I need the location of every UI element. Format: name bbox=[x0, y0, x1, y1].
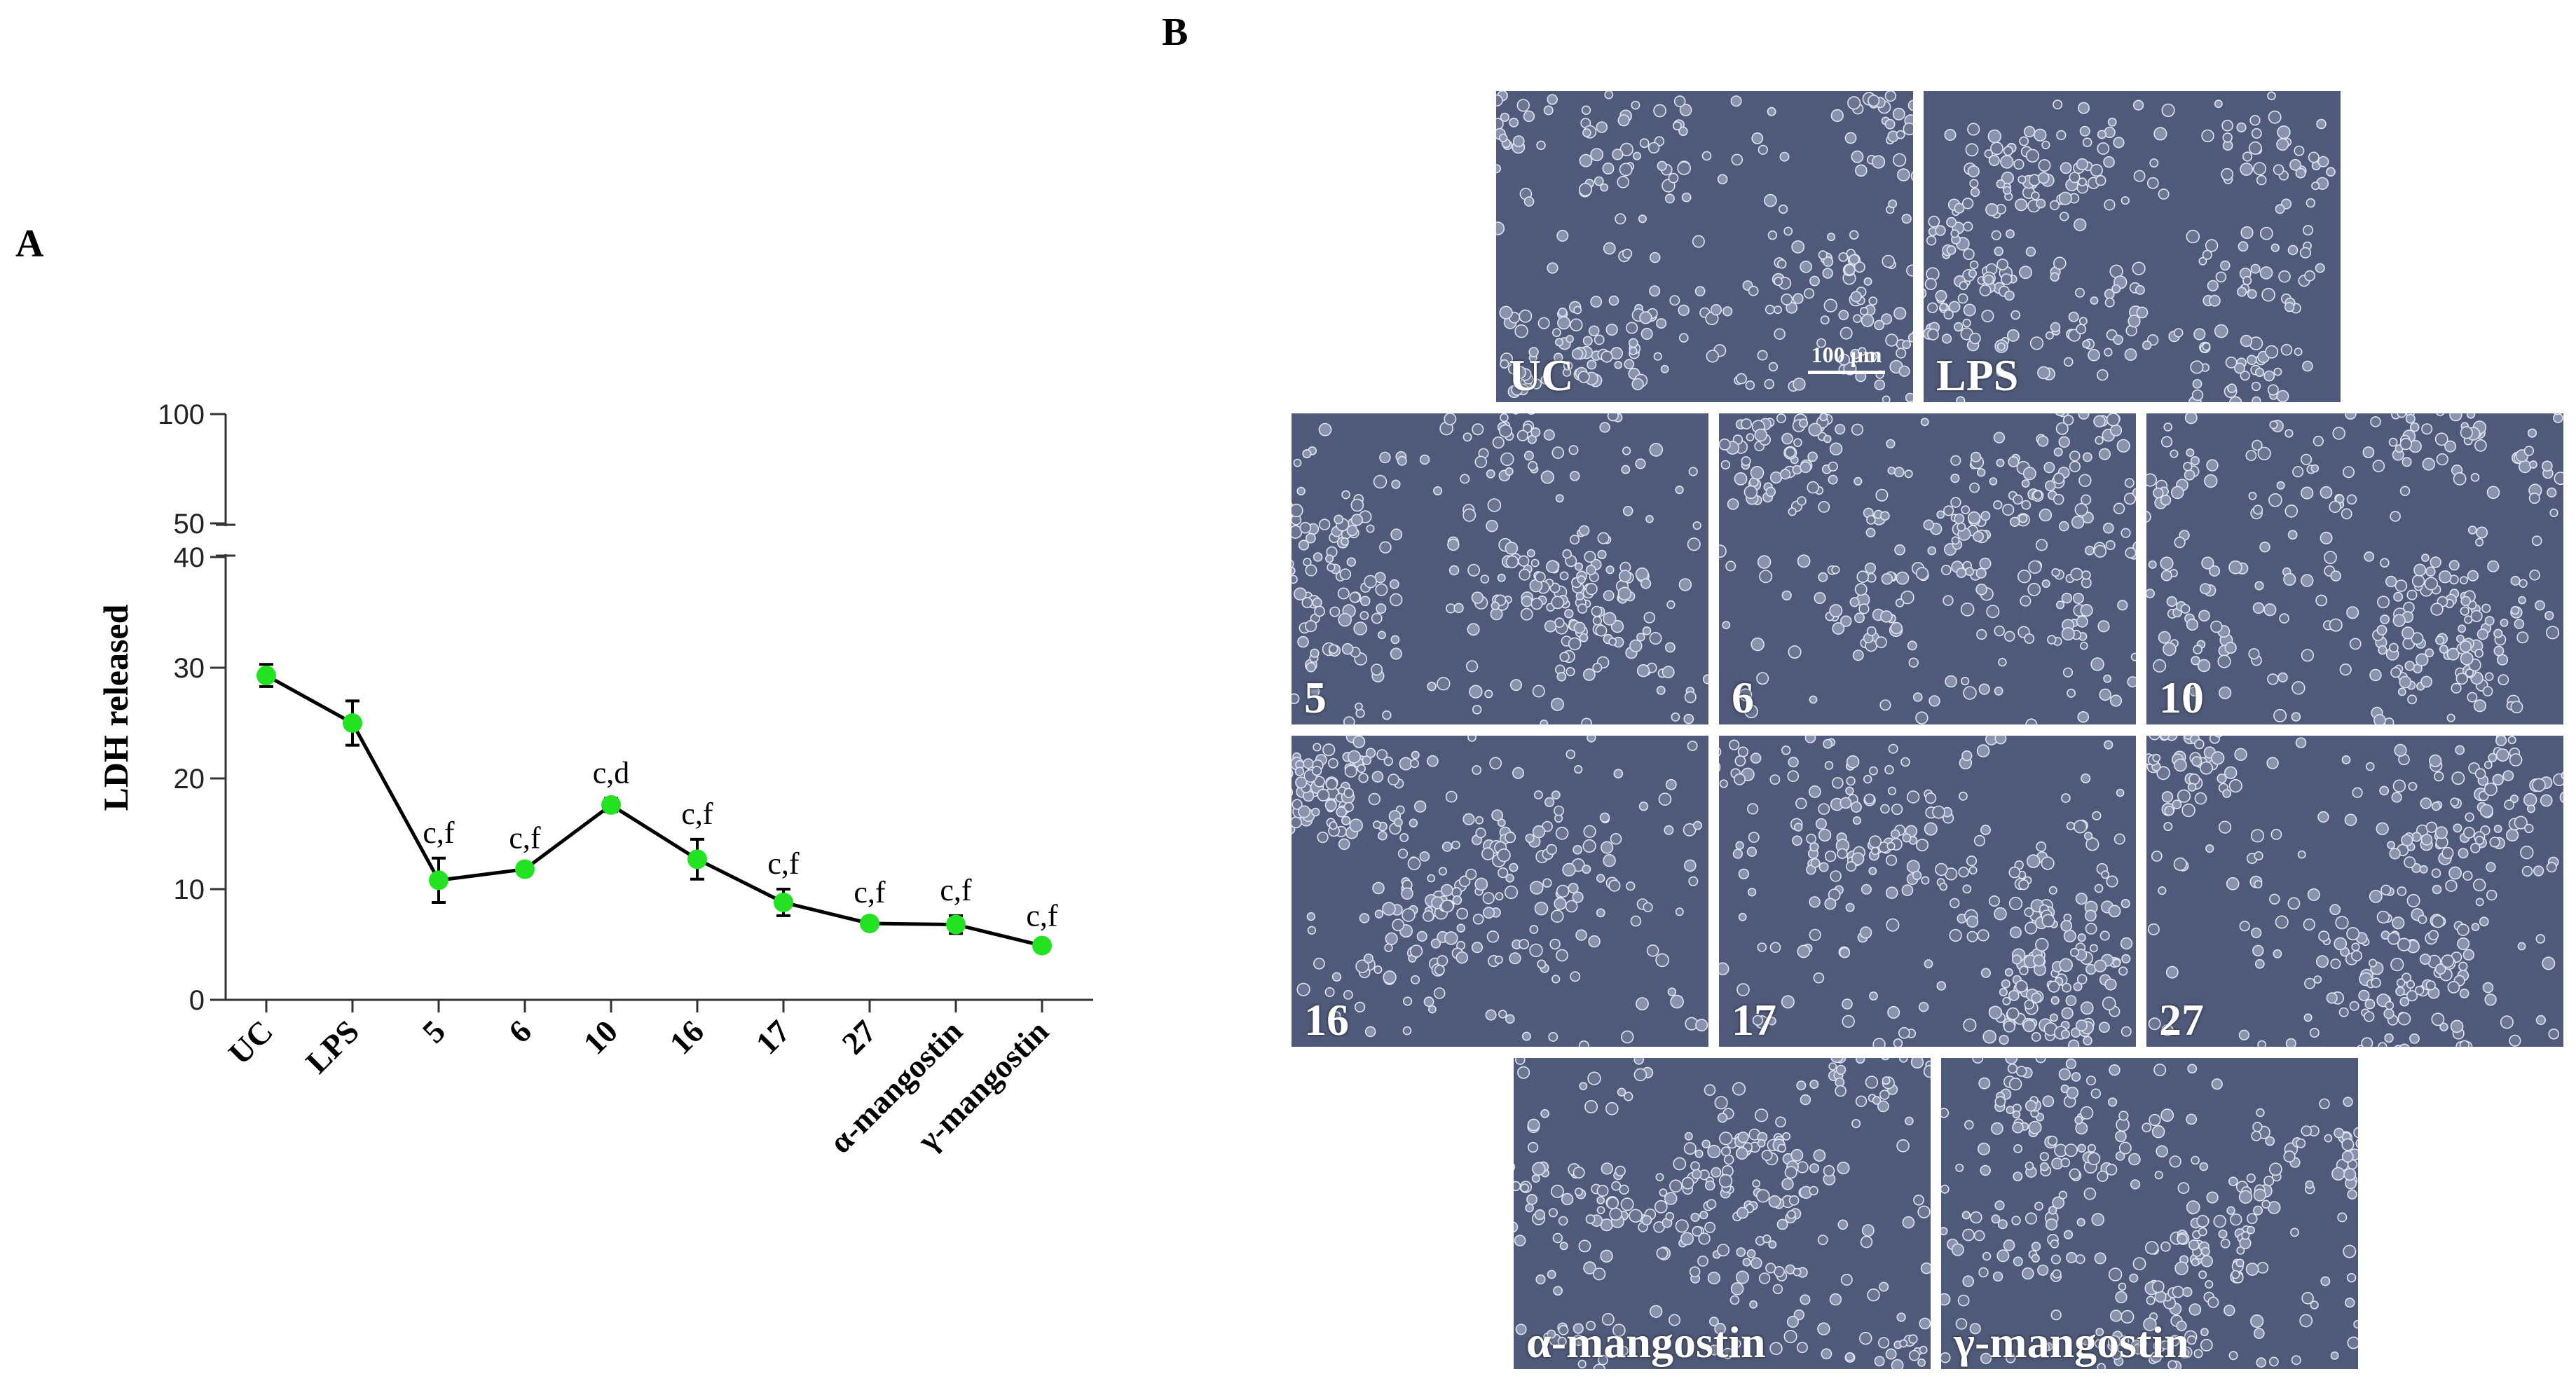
micrograph-17: 17 bbox=[1719, 736, 2136, 1047]
significance-annotation: c,f bbox=[423, 816, 455, 850]
data-point bbox=[601, 795, 621, 815]
x-tick-label: 16 bbox=[662, 1013, 711, 1061]
data-point bbox=[429, 870, 448, 891]
x-tick-label: 17 bbox=[748, 1013, 797, 1061]
y-tick-label: 30 bbox=[174, 653, 205, 684]
micrograph-lps: LPS bbox=[1924, 91, 2341, 402]
micrograph-label: 6 bbox=[1732, 673, 1754, 722]
data-point bbox=[515, 859, 535, 879]
y-axis-label: LDH released bbox=[96, 604, 135, 811]
cell-texture bbox=[1719, 413, 2136, 724]
x-tick-label: 5 bbox=[416, 1013, 452, 1050]
cell-texture bbox=[2146, 413, 2563, 724]
data-point bbox=[774, 892, 793, 912]
micrograph-label: 16 bbox=[1304, 995, 1349, 1045]
micrograph-uc: UC 100 μm bbox=[1496, 91, 1913, 402]
micrograph-label: α-mangostin bbox=[1526, 1317, 1766, 1367]
micrograph-6: 6 bbox=[1719, 413, 2136, 724]
cell-texture bbox=[1292, 736, 1708, 1047]
y-tick-label: 0 bbox=[189, 985, 205, 1016]
data-point bbox=[343, 713, 362, 733]
x-tick-label: 10 bbox=[576, 1013, 624, 1061]
x-tick-label: UC bbox=[221, 1013, 280, 1071]
micrograph-label: 10 bbox=[2159, 673, 2204, 722]
micrograph-label: γ-mangostin bbox=[1954, 1317, 2189, 1367]
cell-texture bbox=[1496, 91, 1913, 402]
y-tick-label: 50 bbox=[174, 509, 205, 540]
scale-bar-label: 100 μm bbox=[1811, 342, 1882, 367]
cell-texture bbox=[1924, 91, 2336, 402]
y-tick-label: 100 bbox=[158, 399, 205, 430]
micrograph-16: 16 bbox=[1292, 736, 1708, 1047]
significance-annotation: c,f bbox=[767, 846, 800, 881]
data-point bbox=[256, 666, 276, 686]
series-line bbox=[265, 673, 1043, 948]
micrograph-label: 27 bbox=[2159, 995, 2204, 1045]
significance-annotation: c,f bbox=[681, 797, 713, 831]
y-tick-label: 40 bbox=[174, 542, 205, 573]
data-point bbox=[687, 849, 707, 870]
significance-annotation: c,f bbox=[854, 875, 886, 909]
scale-bar: 100 μm bbox=[1808, 342, 1885, 374]
cell-texture bbox=[1941, 1058, 2358, 1369]
micrograph-gamma-mangostin: γ-mangostin bbox=[1941, 1058, 2358, 1369]
micrograph-10: 10 bbox=[2146, 413, 2563, 724]
data-point bbox=[946, 914, 966, 935]
data-point bbox=[1032, 935, 1052, 956]
micrograph-label: 17 bbox=[1732, 995, 1776, 1045]
cell-texture bbox=[1292, 413, 1708, 724]
micrograph-label: LPS bbox=[1936, 350, 2019, 400]
significance-annotation: c,f bbox=[509, 821, 541, 855]
data-point bbox=[860, 913, 879, 933]
cell-texture bbox=[1719, 736, 2133, 1047]
significance-annotation: c,f bbox=[1026, 898, 1058, 933]
significance-annotation: c,d bbox=[593, 755, 630, 790]
y-tick-label: 20 bbox=[174, 764, 205, 795]
y-tick-label: 10 bbox=[174, 874, 205, 905]
cell-texture bbox=[2146, 736, 2563, 1047]
micrograph-alpha-mangostin: α-mangostin bbox=[1514, 1058, 1931, 1369]
micrograph-5: 5 bbox=[1292, 413, 1708, 724]
significance-annotation: c,f bbox=[940, 873, 972, 907]
scale-bar-line bbox=[1808, 371, 1885, 374]
panel-label-b: B bbox=[1162, 11, 1188, 54]
micrograph-label: 5 bbox=[1304, 673, 1327, 722]
micrograph-27: 27 bbox=[2146, 736, 2563, 1047]
x-tick-label: 27 bbox=[835, 1013, 883, 1061]
panel-label-a: A bbox=[15, 222, 44, 266]
x-tick-label: 6 bbox=[502, 1013, 538, 1050]
x-tick-label: LPS bbox=[299, 1013, 366, 1080]
micrograph-label: UC bbox=[1509, 350, 1574, 400]
cell-texture bbox=[1514, 1058, 1931, 1369]
